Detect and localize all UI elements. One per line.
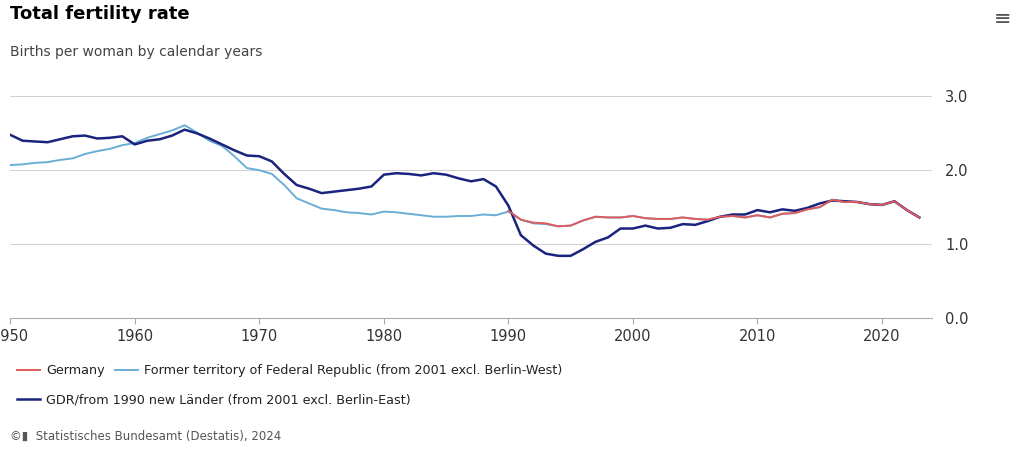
Text: ©▮  Statistisches Bundesamt (Destatis), 2024: ©▮ Statistisches Bundesamt (Destatis), 2… [10,429,282,443]
Text: Total fertility rate: Total fertility rate [10,5,189,23]
Legend: GDR/from 1990 new Länder (from 2001 excl. Berlin-East): GDR/from 1990 new Länder (from 2001 excl… [16,394,411,407]
Text: Births per woman by calendar years: Births per woman by calendar years [10,45,262,59]
Text: ≡: ≡ [994,9,1012,29]
Legend: Germany, Former territory of Federal Republic (from 2001 excl. Berlin-West): Germany, Former territory of Federal Rep… [16,364,562,377]
